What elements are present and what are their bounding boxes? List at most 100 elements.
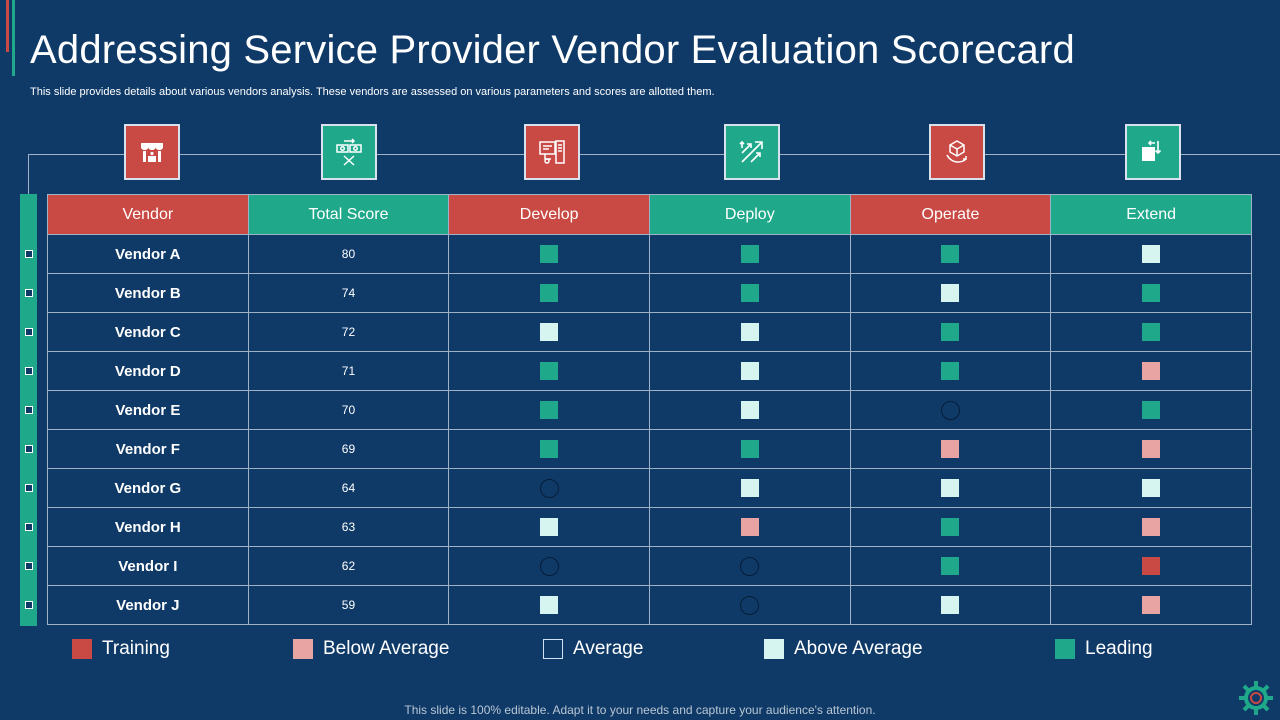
vendor-name-cell: Vendor A xyxy=(47,234,249,274)
rating-marker-below xyxy=(1142,518,1161,536)
deploy-rating-cell xyxy=(648,507,851,547)
rating-marker-leading xyxy=(1142,323,1161,341)
rating-marker-above xyxy=(740,479,759,497)
operate-rating-cell xyxy=(849,546,1052,586)
legend-swatch-above-average xyxy=(764,639,784,659)
rating-marker-above xyxy=(540,518,559,536)
develop-rating-cell xyxy=(448,507,650,547)
extend-rating-cell xyxy=(1050,390,1252,430)
rating-marker-above xyxy=(941,479,960,497)
operate-rating-cell xyxy=(849,429,1052,469)
rating-marker-leading xyxy=(540,440,559,458)
extend-rating-cell xyxy=(1050,273,1252,313)
rating-marker-average xyxy=(740,556,760,576)
title-accent-bar-red xyxy=(6,0,9,52)
vendor-name-cell: Vendor F xyxy=(47,429,249,469)
rating-marker-leading xyxy=(941,323,960,341)
rating-marker-leading xyxy=(540,245,559,263)
table-row: Vendor G 64 xyxy=(47,468,1252,508)
rating-marker-above xyxy=(540,323,559,341)
deploy-rating-cell xyxy=(648,585,851,625)
legend-label: Below Average xyxy=(323,638,450,659)
rail-marker xyxy=(25,328,33,336)
extend-rating-cell xyxy=(1050,312,1252,352)
legend-swatch-training xyxy=(72,639,92,659)
header-develop: Develop xyxy=(448,194,650,235)
total-score-cell: 74 xyxy=(247,273,450,313)
rating-marker-above xyxy=(740,362,759,380)
deploy-arrows-icon xyxy=(724,124,780,180)
rating-marker-leading xyxy=(740,440,759,458)
table-row: Vendor I 62 xyxy=(47,546,1252,586)
legend: Training Below Average Average Above Ave… xyxy=(0,638,1280,666)
deploy-rating-cell xyxy=(648,312,851,352)
table-row: Vendor C 72 xyxy=(47,312,1252,352)
total-score-cell: 64 xyxy=(247,468,450,508)
table-row: Vendor B 74 xyxy=(47,273,1252,313)
total-score-cell: 63 xyxy=(247,507,450,547)
gear-icon xyxy=(1239,681,1273,715)
deploy-rating-cell xyxy=(648,273,851,313)
rail-marker xyxy=(25,289,33,297)
rating-marker-average xyxy=(539,478,559,498)
extend-rating-cell xyxy=(1050,429,1252,469)
extend-rating-cell xyxy=(1050,507,1252,547)
rating-marker-leading xyxy=(740,284,759,302)
develop-rating-cell xyxy=(448,312,650,352)
extend-rating-cell xyxy=(1050,234,1252,274)
legend-swatch-below-average xyxy=(293,639,313,659)
slide-subtitle: This slide provides details about variou… xyxy=(30,86,715,98)
legend-swatch-leading xyxy=(1055,639,1075,659)
legend-item-above-average: Above Average xyxy=(764,638,923,660)
rating-marker-below xyxy=(941,440,960,458)
rating-marker-above xyxy=(740,323,759,341)
shop-stall-icon xyxy=(124,124,180,180)
rail-marker xyxy=(25,601,33,609)
rating-marker-leading xyxy=(540,401,559,419)
rating-marker-leading xyxy=(941,557,960,575)
deploy-rating-cell xyxy=(648,234,851,274)
header-deploy: Deploy xyxy=(648,194,851,235)
rating-marker-average xyxy=(740,595,760,615)
develop-rating-cell xyxy=(448,273,650,313)
rating-marker-leading xyxy=(1142,284,1161,302)
deploy-rating-cell xyxy=(648,351,851,391)
operate-rating-cell xyxy=(849,312,1052,352)
total-score-cell: 69 xyxy=(247,429,450,469)
develop-rating-cell xyxy=(448,585,650,625)
rating-marker-below xyxy=(1142,440,1161,458)
rail-marker xyxy=(25,484,33,492)
rating-marker-below xyxy=(1142,596,1161,614)
operate-rating-cell xyxy=(849,234,1052,274)
vendor-name-cell: Vendor D xyxy=(47,351,249,391)
title-accent-bar-teal xyxy=(12,0,15,76)
rating-marker-above xyxy=(1142,479,1161,497)
extend-rating-cell xyxy=(1050,468,1252,508)
rating-marker-leading xyxy=(941,245,960,263)
development-tools-icon xyxy=(524,124,580,180)
develop-rating-cell xyxy=(448,429,650,469)
extend-blocks-icon xyxy=(1125,124,1181,180)
extend-rating-cell xyxy=(1050,546,1252,586)
legend-label: Average xyxy=(573,638,644,659)
rating-marker-below xyxy=(740,518,759,536)
develop-rating-cell xyxy=(448,234,650,274)
legend-swatch-average xyxy=(543,639,563,659)
rating-marker-above xyxy=(540,596,559,614)
rating-marker-above xyxy=(941,284,960,302)
deploy-rating-cell xyxy=(648,468,851,508)
connector-line xyxy=(28,154,1280,155)
develop-rating-cell xyxy=(448,351,650,391)
operate-rating-cell xyxy=(849,273,1052,313)
develop-rating-cell xyxy=(448,390,650,430)
operate-rating-cell xyxy=(849,507,1052,547)
connector-line-vertical xyxy=(28,154,29,194)
vendor-name-cell: Vendor G xyxy=(47,468,249,508)
table-row: Vendor F 69 xyxy=(47,429,1252,469)
total-score-cell: 59 xyxy=(247,585,450,625)
rail-marker xyxy=(25,367,33,375)
deploy-rating-cell xyxy=(648,546,851,586)
rating-marker-above xyxy=(941,596,960,614)
table-row: Vendor A 80 xyxy=(47,234,1252,274)
legend-item-training: Training xyxy=(72,638,170,660)
